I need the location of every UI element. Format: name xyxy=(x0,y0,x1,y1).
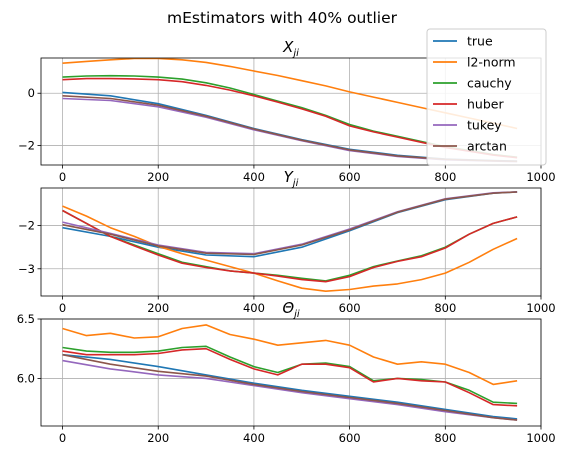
y-tick-label: −2 xyxy=(18,219,35,233)
subplot-3: 0 200 400 600 800 1000 6.5 6.0 Θji xyxy=(17,299,556,445)
series-line-arctan xyxy=(62,353,518,421)
legend: true l2-norm cauchy huber tukey arctan xyxy=(426,28,547,166)
x-tick-label: 0 xyxy=(59,301,66,315)
series-line-l2-norm xyxy=(62,205,518,293)
x-tick-label: 400 xyxy=(243,170,265,184)
y-tick-label: 6.0 xyxy=(17,371,35,385)
legend-label-huber: huber xyxy=(467,97,504,112)
x-tick-label: 600 xyxy=(339,301,361,315)
x-tick-label: 1000 xyxy=(526,301,555,315)
legend-label-cauchy: cauchy xyxy=(467,76,512,91)
y-tick-label: 0 xyxy=(28,86,35,100)
y-tick-label: −3 xyxy=(18,262,35,276)
series-lines xyxy=(62,191,518,293)
legend-label-l2-norm: l2-norm xyxy=(467,55,516,70)
legend-label-arctan: arctan xyxy=(467,139,507,154)
legend-label-true: true xyxy=(467,34,493,49)
x-tick-label: 600 xyxy=(339,431,361,445)
subplot-title: Θji xyxy=(282,299,300,320)
axes-frame xyxy=(40,187,542,297)
x-tick-label: 400 xyxy=(243,431,265,445)
x-tick-label: 800 xyxy=(434,431,456,445)
series-line-huber xyxy=(62,209,518,283)
series-line-huber xyxy=(62,347,518,407)
x-tick-label: 1000 xyxy=(526,431,555,445)
x-tick-label: 400 xyxy=(243,301,265,315)
series-line-arctan xyxy=(62,191,518,256)
series-lines xyxy=(62,324,518,421)
subplot-title: Yji xyxy=(284,168,299,189)
x-tick-label: 800 xyxy=(434,301,456,315)
x-tick-label: 200 xyxy=(147,170,169,184)
x-tick-label: 200 xyxy=(147,431,169,445)
x-tick-label: 0 xyxy=(59,431,66,445)
y-tick-label: 6.5 xyxy=(17,312,35,326)
axes-frame xyxy=(40,318,542,427)
series-line-l2-norm xyxy=(62,324,518,386)
subplot-title: Xji xyxy=(282,38,299,59)
x-tick-label: 1000 xyxy=(526,170,555,184)
subplot-2: 0 200 400 600 800 1000 −2 −3 Yji xyxy=(18,168,556,315)
y-tick-label: −2 xyxy=(18,138,35,152)
series-line-true xyxy=(62,353,518,420)
legend-box xyxy=(426,28,547,166)
x-tick-label: 600 xyxy=(339,170,361,184)
x-tick-label: 800 xyxy=(434,170,456,184)
legend-label-tukey: tukey xyxy=(467,118,502,133)
figure-suptitle: mEstimators with 40% outlier xyxy=(167,9,398,27)
x-tick-label: 0 xyxy=(59,170,66,184)
x-tick-label: 200 xyxy=(147,301,169,315)
